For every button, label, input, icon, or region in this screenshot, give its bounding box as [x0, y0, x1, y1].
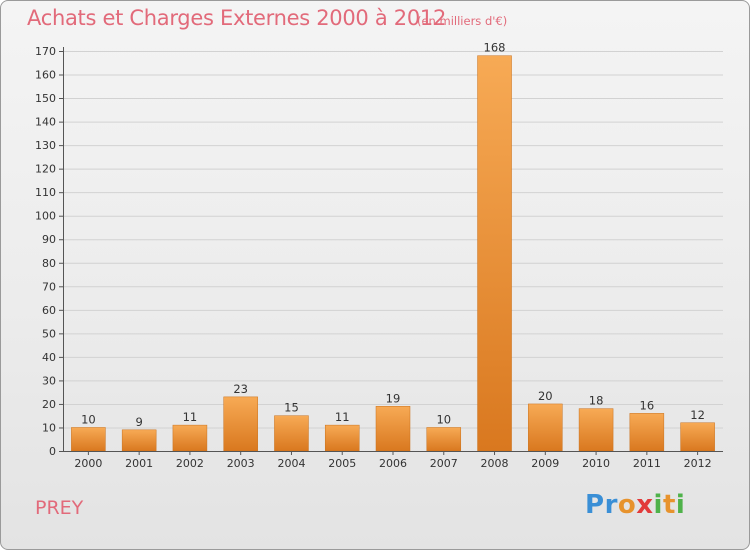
y-tick-label: 120	[35, 163, 56, 176]
y-tick-label: 50	[42, 327, 56, 340]
y-tick-label: 160	[35, 69, 56, 82]
x-tick-label: 2002	[176, 457, 204, 470]
bar-value-label: 11	[335, 410, 350, 424]
x-tick-label: 2004	[277, 457, 305, 470]
x-tick-label: 2012	[684, 457, 712, 470]
bar-value-label: 9	[135, 415, 142, 429]
y-tick-label: 20	[42, 398, 56, 411]
y-tick-label: 60	[42, 304, 56, 317]
bar	[223, 396, 258, 452]
bar	[71, 427, 106, 452]
x-tick-label: 2003	[227, 457, 255, 470]
bar	[578, 408, 614, 452]
y-tick-label: 70	[42, 280, 56, 293]
bar-value-label: 19	[386, 391, 401, 405]
y-tick-label: 140	[35, 116, 56, 129]
y-tick-label: 10	[42, 421, 56, 434]
y-axis-ticks: 0 10 20 30 40 50 60 70 80 90 100 110 120 130 140 150 160…	[35, 45, 63, 458]
y-tick-label: 0	[49, 445, 56, 458]
bar-value-label: 16	[640, 398, 655, 412]
bar-value-label: 18	[589, 394, 604, 408]
chart-title: Achats et Charges Externes 2000 à 2012	[27, 6, 447, 30]
bar-value-label: 23	[233, 382, 248, 396]
bar-value-label: 10	[436, 412, 451, 426]
y-tick-label: 30	[42, 374, 56, 387]
x-tick-label: 2006	[379, 457, 407, 470]
bar	[528, 403, 563, 452]
y-tick-label: 170	[35, 45, 56, 58]
bar-value-label: 15	[284, 401, 299, 415]
x-tick-label: 2007	[430, 457, 458, 470]
bar	[274, 415, 309, 452]
bar	[426, 427, 462, 452]
commune-name: PREY	[35, 497, 84, 519]
bar	[680, 422, 715, 452]
x-tick-label: 2000	[74, 457, 102, 470]
chart-subtitle: (en milliers d'€)	[417, 14, 508, 28]
grid-lines	[63, 51, 723, 429]
x-tick-label: 2011	[633, 457, 661, 470]
y-tick-label: 100	[35, 210, 56, 223]
bar-value-label: 20	[538, 389, 553, 403]
bar-value-label: 168	[484, 41, 506, 55]
bar	[629, 413, 665, 452]
bar	[172, 424, 208, 452]
x-tick-label: 2005	[328, 457, 356, 470]
bar	[375, 406, 411, 452]
x-tick-label: 2008	[481, 457, 509, 470]
proxiti-logo: Proxiti	[585, 490, 686, 520]
y-tick-label: 110	[35, 186, 56, 199]
bar	[324, 424, 360, 452]
y-tick-label: 80	[42, 257, 56, 270]
axes	[63, 47, 723, 452]
x-axis-ticks: 2000 2001 2002 2003 2004 2005 2006 2007 2008 2009…	[74, 451, 712, 470]
bar	[121, 429, 157, 452]
data-labels: 10 9 11 23 15 11 19 10 168 20 18 16 12	[81, 41, 705, 429]
x-tick-label: 2010	[582, 457, 610, 470]
bar-value-label: 11	[183, 410, 198, 424]
y-tick-label: 40	[42, 351, 56, 364]
bar-value-label: 12	[690, 408, 705, 422]
x-tick-label: 2001	[125, 457, 153, 470]
y-tick-label: 90	[42, 233, 56, 246]
x-tick-label: 2009	[531, 457, 559, 470]
y-tick-label: 150	[35, 92, 56, 105]
bar	[477, 55, 512, 452]
y-tick-label: 130	[35, 139, 56, 152]
bar-value-label: 10	[81, 412, 96, 426]
